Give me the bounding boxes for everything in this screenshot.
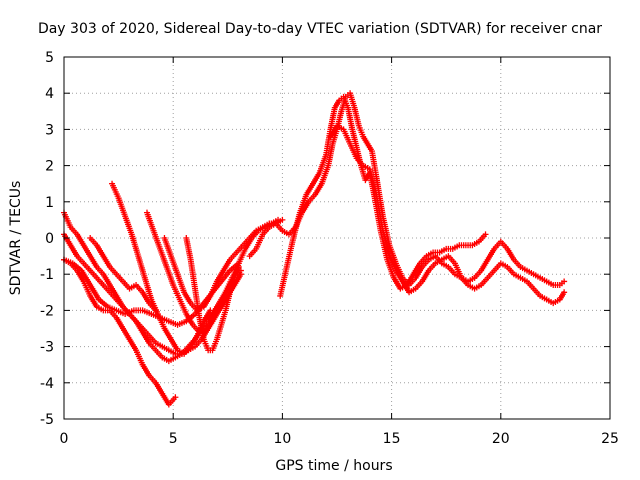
data-marks	[61, 90, 568, 408]
chart-title: Day 303 of 2020, Sidereal Day-to-day VTE…	[38, 21, 602, 37]
y-tick-label: 5	[45, 50, 54, 66]
x-tick-label: 10	[273, 431, 291, 447]
series-markers	[327, 122, 568, 307]
series-pass-k	[246, 90, 568, 289]
x-tick-label: 0	[60, 431, 69, 447]
series-markers	[87, 235, 159, 314]
series-markers	[183, 216, 282, 354]
series-pass-f	[109, 180, 214, 357]
y-tick-label: 0	[45, 231, 54, 247]
y-tick-label: -1	[40, 267, 54, 283]
series-markers	[246, 90, 568, 289]
series-pass-l	[327, 122, 568, 307]
y-tick-label: -4	[40, 376, 54, 392]
x-tick-label: 5	[169, 431, 178, 447]
y-tick-label: -2	[40, 303, 54, 319]
y-tick-label: -5	[40, 412, 54, 428]
x-tick-label: 20	[492, 431, 510, 447]
series-pass-i	[183, 216, 282, 354]
series-pass-e	[87, 235, 159, 314]
y-axis-label: SDTVAR / TECUs	[8, 181, 24, 296]
series-pass-g	[143, 209, 242, 336]
axis-ticks: 0 5 10 15 20 25 -5 -4 -3 -2 -1 0 1 2 3 4 5	[40, 50, 619, 447]
series-markers	[143, 209, 242, 336]
y-tick-label: 3	[45, 122, 54, 138]
x-tick-label: 25	[601, 431, 619, 447]
y-tick-label: 1	[45, 195, 54, 211]
y-tick-label: 2	[45, 159, 54, 175]
x-axis-label: GPS time / hours	[275, 458, 392, 474]
y-tick-label: -3	[40, 340, 54, 356]
series-markers	[109, 180, 214, 357]
y-tick-label: 4	[45, 86, 54, 102]
x-tick-label: 15	[383, 431, 401, 447]
